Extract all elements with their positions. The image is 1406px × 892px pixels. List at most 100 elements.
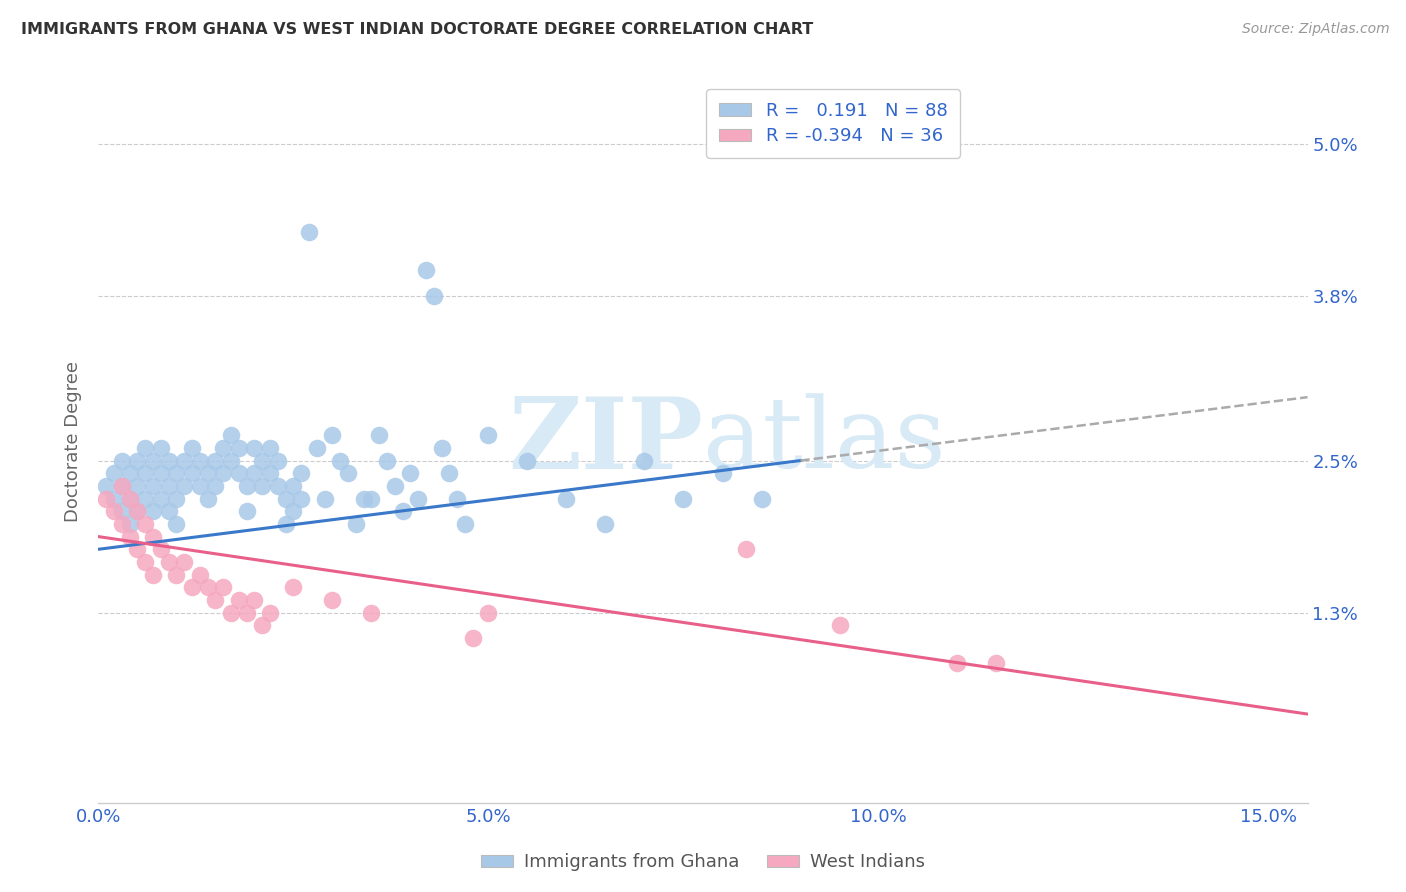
Point [446, 491, 468, 506]
Point [243, 441, 266, 455]
Point [103, 504, 125, 518]
Point [368, 428, 391, 442]
Point [329, 453, 352, 467]
Point [259, 441, 281, 455]
Point [173, 555, 195, 569]
Legend: R =   0.191   N = 88, R = -0.394   N = 36: R = 0.191 N = 88, R = -0.394 N = 36 [706, 89, 960, 158]
Point [321, 593, 343, 607]
Point [165, 516, 187, 531]
Point [252, 453, 274, 467]
Y-axis label: Doctorate Degree: Doctorate Degree [63, 361, 82, 522]
Point [142, 530, 165, 544]
Point [212, 467, 235, 481]
Point [142, 479, 165, 493]
Point [353, 491, 375, 506]
Point [212, 441, 235, 455]
Point [391, 504, 413, 518]
Point [197, 467, 219, 481]
Point [127, 504, 149, 518]
Point [360, 491, 382, 506]
Point [243, 467, 266, 481]
Point [181, 467, 204, 481]
Point [173, 479, 195, 493]
Point [555, 491, 578, 506]
Point [430, 441, 453, 455]
Point [134, 441, 156, 455]
Point [439, 467, 461, 481]
Text: Source: ZipAtlas.com: Source: ZipAtlas.com [1241, 22, 1389, 37]
Point [228, 593, 250, 607]
Point [454, 516, 477, 531]
Point [344, 516, 367, 531]
Text: IMMIGRANTS FROM GHANA VS WEST INDIAN DOCTORATE DEGREE CORRELATION CHART: IMMIGRANTS FROM GHANA VS WEST INDIAN DOC… [21, 22, 813, 37]
Point [228, 441, 250, 455]
Point [157, 453, 180, 467]
Point [142, 567, 165, 582]
Point [228, 467, 250, 481]
Point [298, 226, 321, 240]
Point [219, 428, 242, 442]
Point [305, 441, 328, 455]
Point [375, 453, 398, 467]
Point [188, 567, 211, 582]
Point [212, 580, 235, 594]
Point [173, 453, 195, 467]
Point [595, 516, 617, 531]
Point [267, 453, 290, 467]
Point [384, 479, 406, 493]
Point [118, 467, 141, 481]
Point [157, 555, 180, 569]
Point [252, 618, 274, 632]
Point [197, 580, 219, 594]
Point [142, 504, 165, 518]
Text: ZIP: ZIP [508, 393, 703, 490]
Point [157, 504, 180, 518]
Point [96, 491, 118, 506]
Point [219, 453, 242, 467]
Point [197, 491, 219, 506]
Point [111, 453, 134, 467]
Point [945, 657, 967, 671]
Point [118, 491, 141, 506]
Point [204, 479, 226, 493]
Point [181, 441, 204, 455]
Point [283, 504, 305, 518]
Point [96, 479, 118, 493]
Point [633, 453, 655, 467]
Point [134, 555, 156, 569]
Legend: Immigrants from Ghana, West Indians: Immigrants from Ghana, West Indians [474, 847, 932, 879]
Point [111, 479, 134, 493]
Point [274, 491, 297, 506]
Point [321, 428, 343, 442]
Point [127, 479, 149, 493]
Point [103, 491, 125, 506]
Point [516, 453, 538, 467]
Point [259, 606, 281, 620]
Point [267, 479, 290, 493]
Point [134, 516, 156, 531]
Point [399, 467, 422, 481]
Point [134, 467, 156, 481]
Point [672, 491, 695, 506]
Point [188, 479, 211, 493]
Point [181, 580, 204, 594]
Point [142, 453, 165, 467]
Point [235, 606, 257, 620]
Point [149, 491, 172, 506]
Point [204, 453, 226, 467]
Point [243, 593, 266, 607]
Point [235, 504, 257, 518]
Point [283, 479, 305, 493]
Point [165, 567, 187, 582]
Point [283, 580, 305, 594]
Point [149, 441, 172, 455]
Point [118, 530, 141, 544]
Point [111, 479, 134, 493]
Point [127, 504, 149, 518]
Point [165, 467, 187, 481]
Point [127, 453, 149, 467]
Point [477, 428, 499, 442]
Point [828, 618, 851, 632]
Point [118, 516, 141, 531]
Point [118, 491, 141, 506]
